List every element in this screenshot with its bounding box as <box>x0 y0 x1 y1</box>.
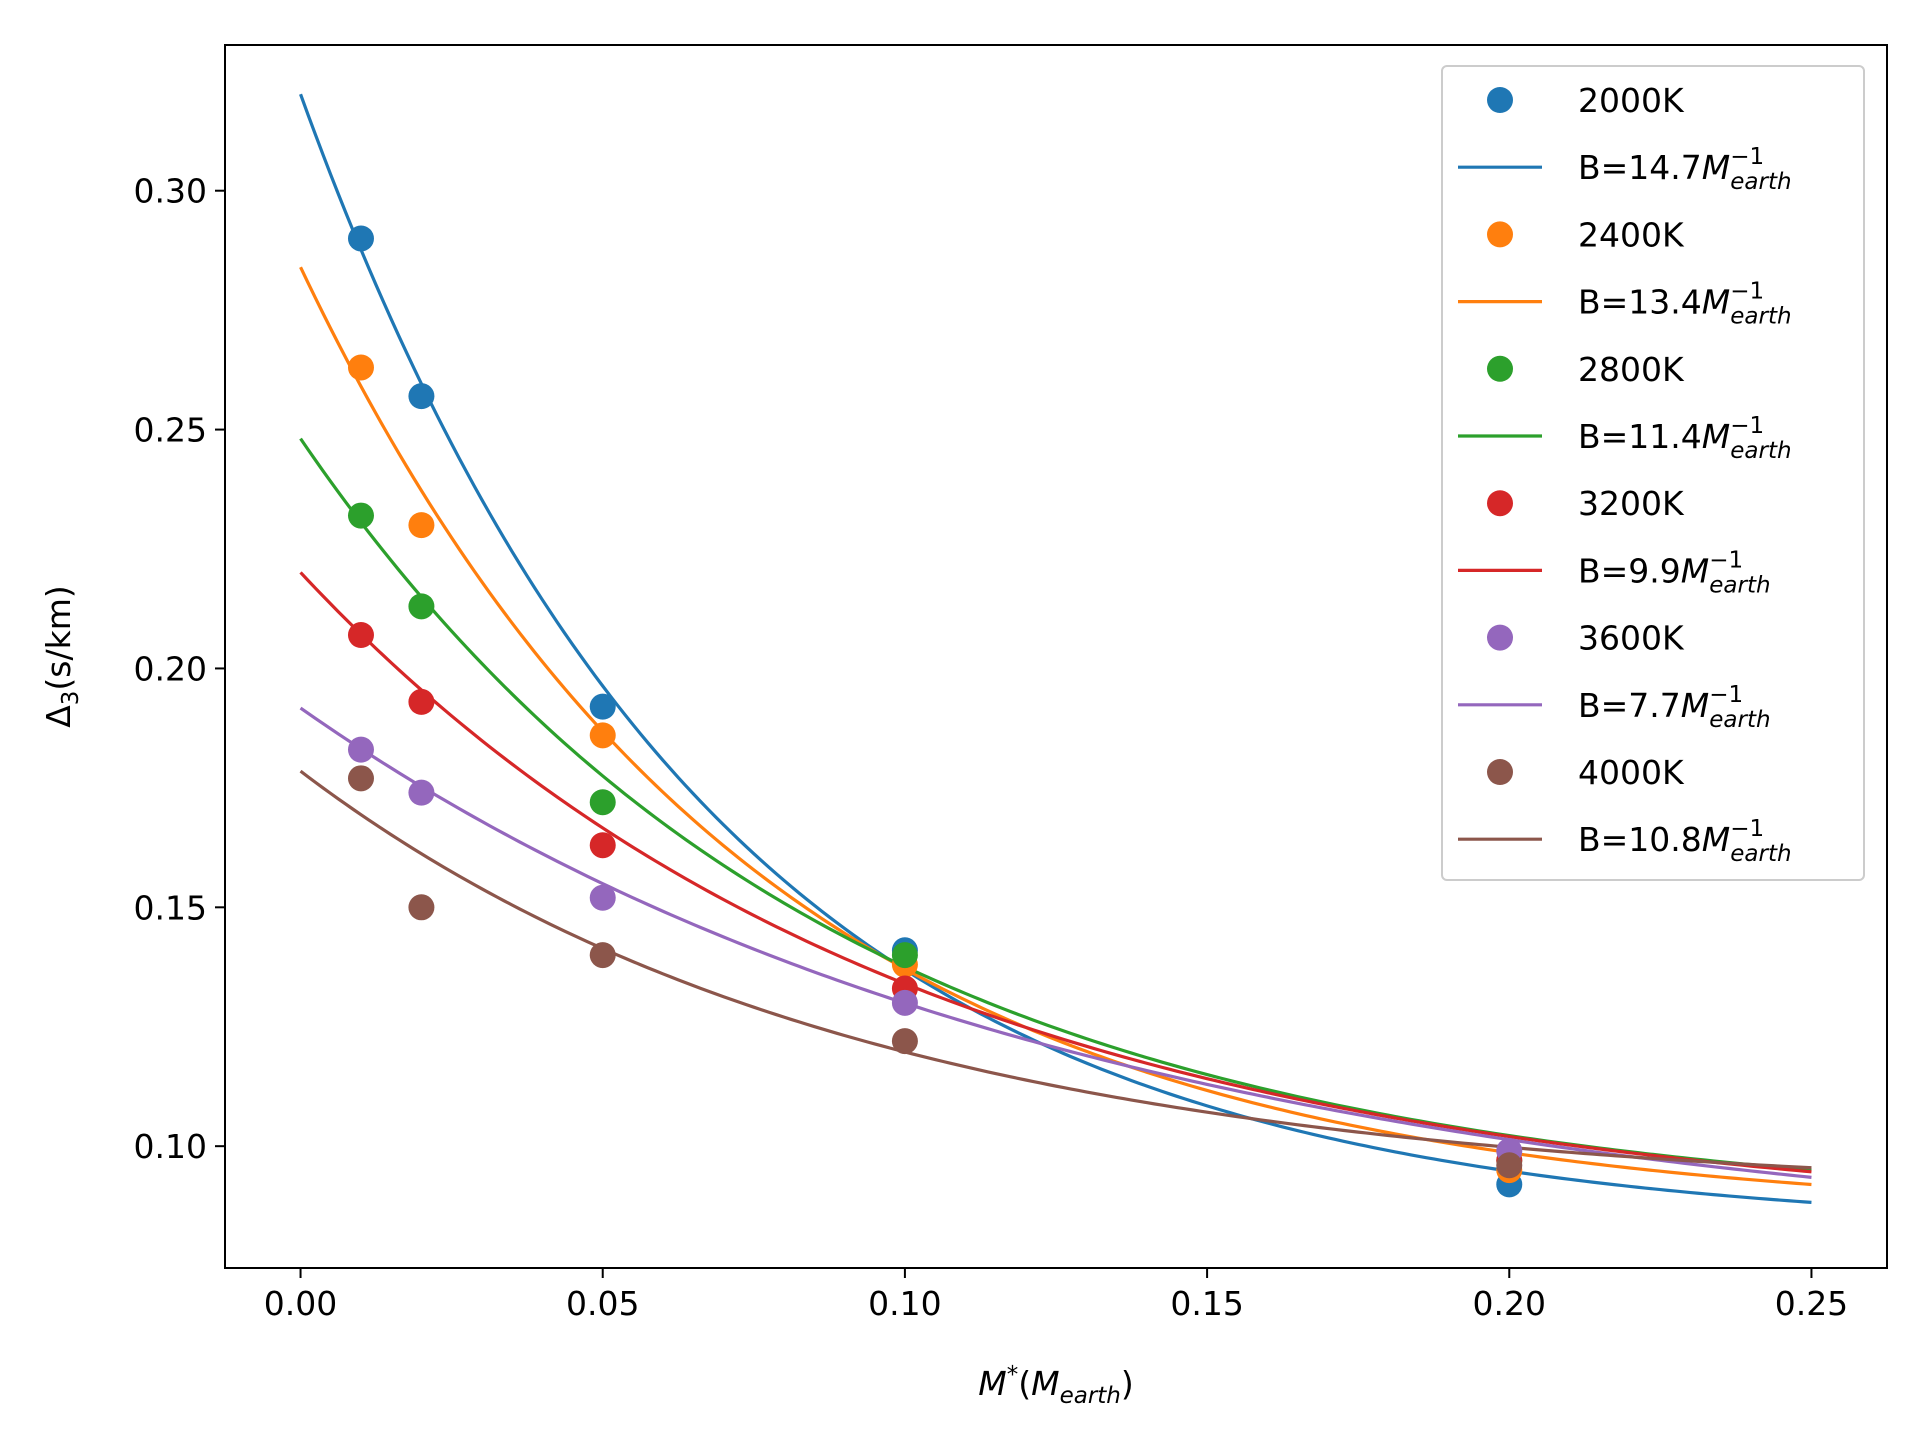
point-3600K <box>589 884 616 911</box>
legend-label-2000K: 2000K <box>1578 81 1685 120</box>
fit-line-2400K <box>299 266 1812 1187</box>
point-3600K <box>347 736 374 763</box>
legend-fit-label-2800K: B=11.4M−1 earth <box>1578 413 1792 464</box>
legend-fit-label-3200K: B=9.9M−1 earth <box>1578 547 1771 598</box>
legend-fit-label-2400K: B=13.4M−1 earth <box>1578 279 1792 330</box>
legend-marker-2800K <box>1487 355 1513 382</box>
x-tick-label: 0.10 <box>868 1284 941 1323</box>
fit-line-4000K <box>299 769 1812 1170</box>
y-tick-label: 0.10 <box>134 1127 207 1166</box>
fit-line-3600K <box>299 706 1812 1179</box>
legend-label-3600K: 3600K <box>1578 619 1685 658</box>
x-axis: 0.00 0.05 0.10 0.15 0.20 0.25 <box>264 1268 1848 1323</box>
point-3200K <box>408 688 435 715</box>
point-3200K <box>589 832 616 859</box>
x-tick-label: 0.20 <box>1473 1284 1546 1323</box>
point-2800K <box>589 789 616 816</box>
point-2000K <box>408 383 435 410</box>
legend-marker-4000K <box>1487 759 1513 785</box>
point-3200K <box>347 622 374 649</box>
legend-label-2400K: 2400K <box>1578 215 1685 254</box>
y-axis: 0.10 0.15 0.20 0.25 0.30 <box>134 172 225 1166</box>
point-2800K <box>347 502 374 529</box>
point-2400K <box>408 512 435 539</box>
x-tick-label: 0.15 <box>1170 1284 1243 1323</box>
point-3600K <box>408 779 435 806</box>
y-tick-label: 0.30 <box>134 172 207 211</box>
point-4000K <box>589 942 616 969</box>
data-points <box>347 225 1523 1198</box>
legend: 2000K B=14.7M−1 earth 2400K B=13.4M−1 earth 28… <box>1441 65 1865 881</box>
x-tick-label: 0.05 <box>566 1284 639 1323</box>
y-tick-label: 0.25 <box>134 411 207 450</box>
point-2400K <box>589 722 616 749</box>
x-tick-label: 0.25 <box>1775 1284 1848 1323</box>
y-axis-label: Δ3(s/km) <box>39 585 84 728</box>
plot-frame <box>224 44 1888 1269</box>
legend-fit-label-4000K: B=10.8M−1 earth <box>1578 816 1792 867</box>
point-2400K <box>347 354 374 381</box>
fit-line-3200K <box>299 571 1812 1174</box>
legend-marker-3600K <box>1487 624 1513 651</box>
legend-box <box>1441 65 1865 881</box>
legend-marker-2000K <box>1487 87 1513 113</box>
point-4000K <box>408 894 435 921</box>
point-3600K <box>891 989 918 1016</box>
y-tick-label: 0.20 <box>134 649 207 688</box>
point-2800K <box>891 942 918 969</box>
x-axis-label: M*(Mearth) <box>978 1362 1134 1409</box>
legend-label-2800K: 2800K <box>1578 350 1685 389</box>
point-2800K <box>408 593 435 620</box>
point-4000K <box>891 1028 918 1055</box>
fit-line-2000K <box>299 93 1812 1204</box>
x-tick-label: 0.00 <box>264 1284 337 1323</box>
y-tick-label: 0.15 <box>134 888 207 927</box>
point-2000K <box>347 225 374 252</box>
point-2000K <box>589 693 616 720</box>
legend-marker-3200K <box>1487 490 1513 517</box>
legend-marker-2400K <box>1487 221 1513 248</box>
point-4000K <box>347 765 374 792</box>
point-4000K <box>1496 1152 1523 1179</box>
fit-curves <box>299 93 1812 1204</box>
legend-fit-label-3600K: B=7.7M−1 earth <box>1578 682 1771 733</box>
legend-fit-label-2000K: B=14.7M−1 earth <box>1578 144 1792 195</box>
legend-label-3200K: 3200K <box>1578 484 1685 523</box>
legend-label-4000K: 4000K <box>1578 753 1685 792</box>
